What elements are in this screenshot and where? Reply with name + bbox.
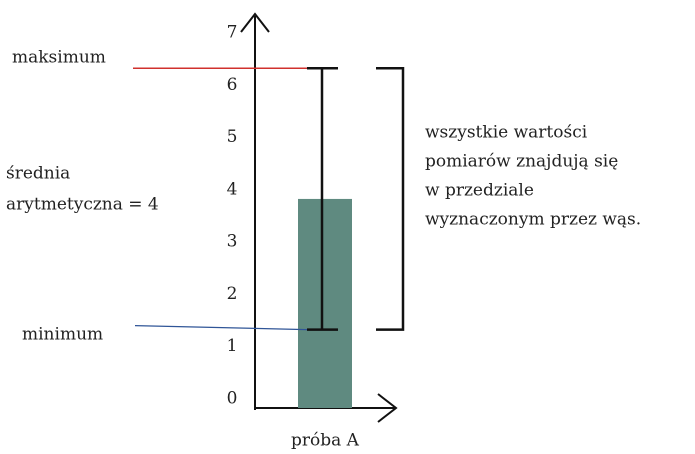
y-tick-label: 0 (227, 389, 238, 409)
range-note: wszystkie wartości (425, 123, 588, 143)
min-pointer (134, 325, 308, 331)
mean-label: średnia (6, 164, 70, 184)
max-label: maksimum (12, 48, 106, 68)
range-note: w przedziale (425, 181, 534, 201)
y-tick-label: 2 (227, 284, 238, 304)
min-label: minimum (22, 325, 103, 345)
x-axis-arrow (377, 393, 398, 423)
y-tick-label: 7 (227, 23, 238, 43)
y-tick-label: 1 (227, 336, 238, 356)
range-note: pomiarów znajdują się (425, 152, 618, 172)
y-tick-label: 4 (227, 179, 238, 199)
y-tick-label: 6 (227, 75, 238, 95)
y-tick-label: 3 (227, 232, 238, 252)
range-bracket (376, 67, 405, 331)
mean-label: arytmetyczna = 4 (6, 195, 159, 215)
range-note: wyznaczonym przez wąs. (425, 210, 641, 230)
y-tick-label: 5 (227, 127, 238, 147)
bar (298, 198, 352, 408)
x-tick-label: próba A (291, 431, 360, 451)
y-axis-arrow (240, 12, 270, 33)
